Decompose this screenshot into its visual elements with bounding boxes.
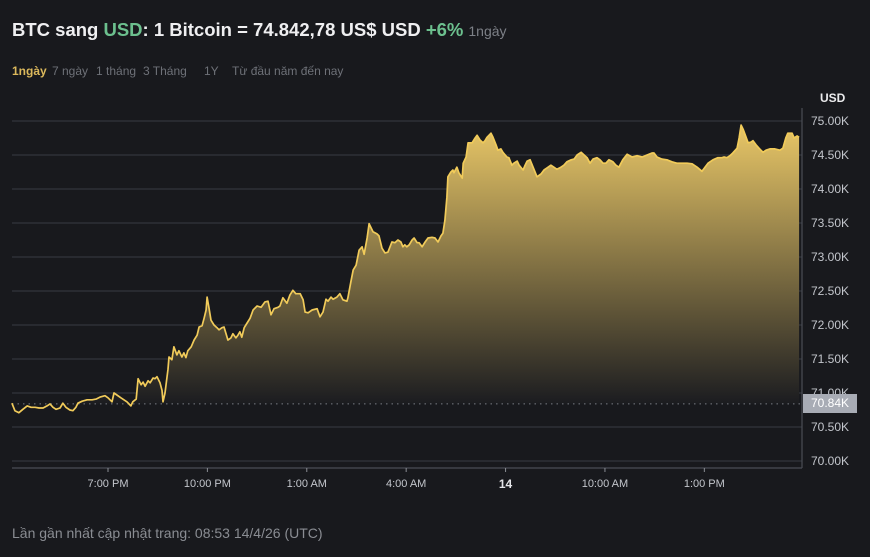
y-axis-tick-label: 70.50K — [811, 420, 850, 434]
y-axis-unit-label: USD — [820, 91, 846, 105]
x-axis-tick-label: 7:00 PM — [87, 478, 129, 490]
price-line-layer — [11, 124, 800, 414]
baseline-price-badge: 70.84K — [803, 394, 857, 413]
y-axis-tick-label: 72.50K — [811, 284, 850, 298]
quote-currency: USD — [103, 19, 143, 40]
y-axis-tick-label: 73.00K — [811, 250, 850, 264]
last-updated-text: Lần gần nhất cập nhật trang: 08:53 14/4/… — [12, 525, 323, 541]
price-change-period: 1ngày — [468, 23, 507, 39]
x-axis-tick-label: 14 — [498, 477, 513, 491]
title-prefix: BTC sang — [12, 19, 104, 40]
price-line — [11, 124, 800, 414]
y-axis-tick-label: 74.50K — [811, 148, 850, 162]
chart-plot-area[interactable] — [12, 108, 802, 468]
y-axis-tick-label: 75.00K — [811, 114, 850, 128]
x-axis-tick-label: 1:00 PM — [683, 478, 725, 490]
page-title: BTC sang USD: 1 Bitcoin = 74.842,78 US$ … — [12, 18, 507, 42]
tab-3-months[interactable]: 3 Tháng — [143, 64, 187, 78]
area-fill-layer — [11, 125, 800, 404]
time-range-tabs: 1ngày 7 ngày 1 tháng 3 Tháng 1Y Từ đầu n… — [0, 63, 400, 79]
x-axis-tick-label: 10:00 AM — [581, 478, 629, 490]
y-axis-tick-label: 73.50K — [811, 216, 850, 230]
x-axis-tick-label: 4:00 AM — [385, 478, 427, 490]
tab-1-month[interactable]: 1 tháng — [96, 64, 137, 78]
tab-1-day[interactable]: 1ngày — [12, 64, 47, 78]
price-area-fill — [11, 125, 800, 404]
axes — [12, 108, 803, 472]
y-axis-tick-label: 71.50K — [811, 352, 850, 366]
x-axis-tick-label: 10:00 PM — [183, 478, 231, 490]
y-axis-tick-label: 70.00K — [811, 454, 850, 468]
tab-1-year[interactable]: 1Y — [204, 64, 219, 78]
y-axis-tick-label: 72.00K — [811, 318, 850, 332]
price-change-percent: +6% — [425, 19, 464, 40]
tab-7-days[interactable]: 7 ngày — [52, 64, 89, 78]
exchange-rate: : 1 Bitcoin = 74.842,78 US$ USD — [142, 19, 426, 40]
tab-year-to-date[interactable]: Từ đầu năm đến nay — [232, 64, 344, 78]
x-axis-tick-label: 1:00 AM — [286, 478, 327, 490]
y-axis-tick-label: 74.00K — [811, 182, 850, 196]
